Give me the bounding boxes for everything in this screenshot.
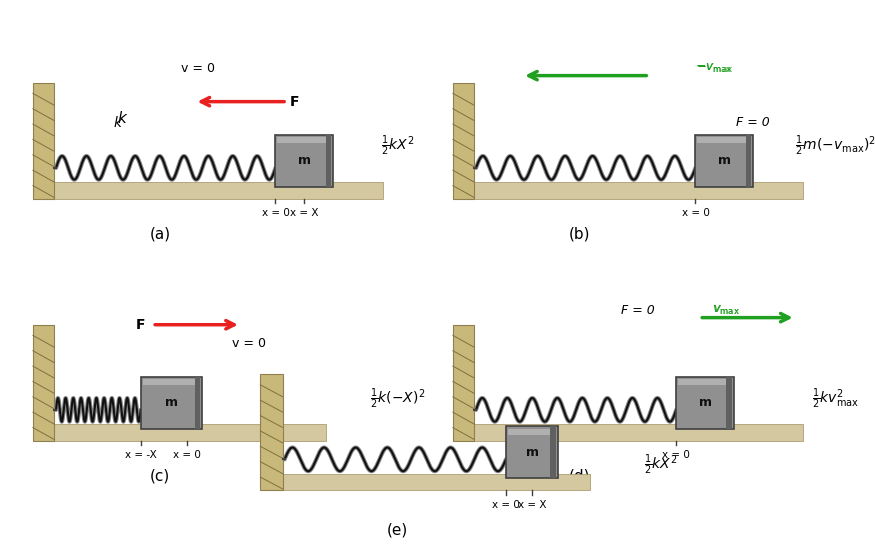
Bar xyxy=(194,377,200,429)
Bar xyxy=(33,424,326,441)
Text: v = 0: v = 0 xyxy=(181,62,215,75)
Bar xyxy=(676,377,734,429)
Text: x = -X: x = -X xyxy=(125,450,157,460)
Text: F: F xyxy=(136,318,145,332)
Text: (b): (b) xyxy=(570,226,591,241)
Text: x = 0: x = 0 xyxy=(173,450,201,460)
Text: x = X: x = X xyxy=(290,208,318,218)
Text: (c): (c) xyxy=(150,468,170,483)
Text: F = 0: F = 0 xyxy=(621,304,654,317)
Bar xyxy=(453,182,803,199)
Bar xyxy=(277,137,332,143)
Text: x = 0: x = 0 xyxy=(682,208,710,218)
Bar xyxy=(33,182,383,199)
Bar xyxy=(453,82,474,199)
Bar xyxy=(678,379,732,385)
Bar xyxy=(33,324,54,441)
Text: $-v_\mathrm{max}$: $-v_\mathrm{max}$ xyxy=(696,62,734,75)
Bar xyxy=(697,137,752,143)
Bar xyxy=(506,426,558,478)
Text: m: m xyxy=(165,396,178,409)
Text: F = 0: F = 0 xyxy=(737,117,770,129)
Text: k: k xyxy=(114,116,122,130)
Text: $\frac{1}{2}m(-v_{\mathrm{max}})^2$: $\frac{1}{2}m(-v_{\mathrm{max}})^2$ xyxy=(795,134,875,158)
Bar xyxy=(507,428,556,434)
Text: (a): (a) xyxy=(150,226,171,241)
Text: x = 0: x = 0 xyxy=(662,450,690,460)
Text: x = X: x = X xyxy=(518,499,546,509)
Text: $-v_{\mathrm{max}}$: $-v_{\mathrm{max}}$ xyxy=(696,62,733,75)
Text: m: m xyxy=(298,154,311,167)
Text: $\frac{1}{2}kX^2$: $\frac{1}{2}kX^2$ xyxy=(644,453,677,477)
Text: x = 0: x = 0 xyxy=(492,499,520,509)
Bar xyxy=(746,135,752,187)
Text: $\frac{1}{2}k(-X)^2$: $\frac{1}{2}k(-X)^2$ xyxy=(370,387,426,411)
Bar xyxy=(326,135,332,187)
Bar xyxy=(33,82,54,199)
Text: (e): (e) xyxy=(387,522,408,537)
Bar xyxy=(696,135,753,187)
Text: v = 0: v = 0 xyxy=(232,337,265,350)
Text: (d): (d) xyxy=(570,468,591,483)
Bar xyxy=(550,426,556,478)
Bar xyxy=(143,379,200,385)
Bar xyxy=(453,324,474,441)
Text: F: F xyxy=(290,95,299,109)
Bar xyxy=(141,377,202,429)
Text: $v_{\mathrm{max}}$: $v_{\mathrm{max}}$ xyxy=(713,304,739,317)
Text: m: m xyxy=(698,396,711,409)
Text: $\frac{1}{2}kv_{\mathrm{max}}^2$: $\frac{1}{2}kv_{\mathrm{max}}^2$ xyxy=(812,387,859,411)
Text: x = 0: x = 0 xyxy=(262,208,290,218)
Bar xyxy=(261,374,283,490)
Text: m: m xyxy=(718,154,731,167)
Bar xyxy=(726,377,732,429)
Text: $\frac{1}{2}kX^2$: $\frac{1}{2}kX^2$ xyxy=(382,134,415,158)
Bar xyxy=(453,424,803,441)
Text: $v_\mathrm{max}$: $v_\mathrm{max}$ xyxy=(712,304,740,317)
Bar xyxy=(276,135,333,187)
Bar xyxy=(261,474,591,490)
Text: m: m xyxy=(526,446,539,459)
Text: k: k xyxy=(117,111,126,126)
